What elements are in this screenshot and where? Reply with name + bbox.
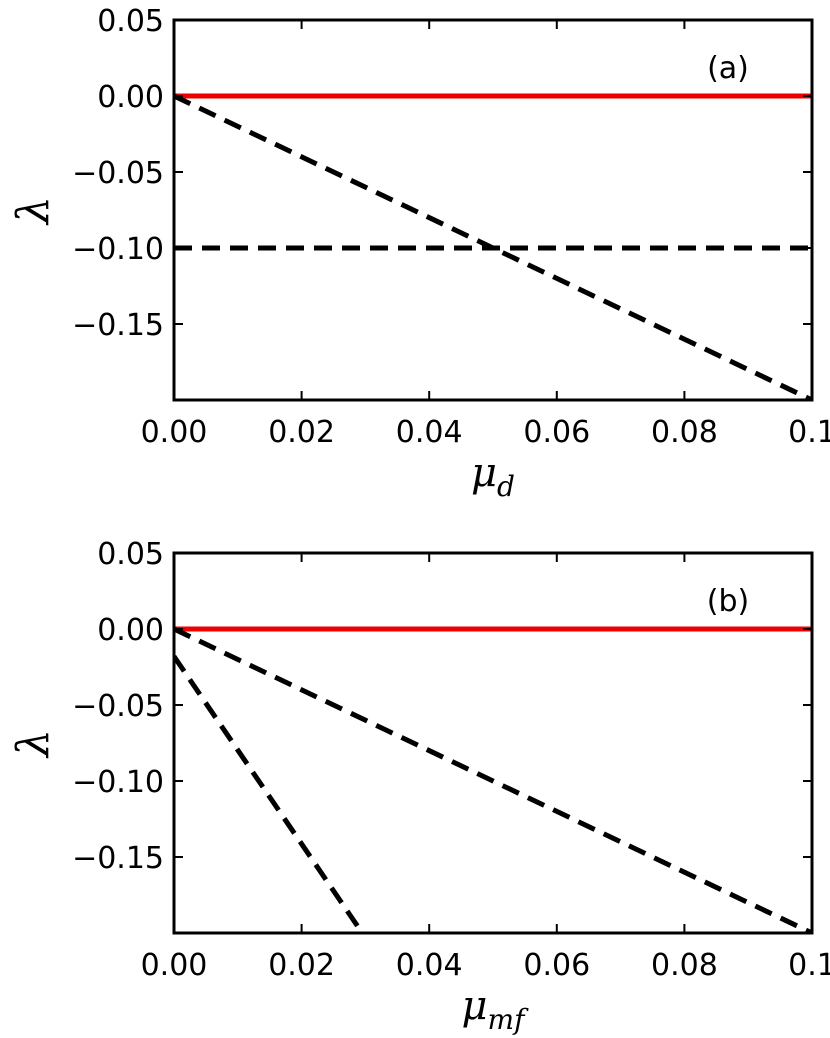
y-tick-label: −0.05	[72, 156, 164, 191]
x-axis-label: μmf	[462, 983, 530, 1036]
x-tick-label: 0.02	[268, 948, 335, 983]
x-axis-label-subscript: d	[497, 470, 515, 503]
y-tick-label: −0.15	[72, 308, 164, 343]
series-line-3	[174, 654, 365, 933]
y-tick-label: −0.05	[72, 689, 164, 724]
x-axis-label-subscript: mf	[488, 1003, 530, 1036]
x-tick-label: 0.04	[396, 415, 463, 450]
x-tick-label: 0.04	[396, 948, 463, 983]
y-tick-label: −0.10	[72, 765, 164, 800]
x-tick-label: 0.06	[523, 415, 590, 450]
y-axis-label: λ	[8, 729, 59, 759]
x-tick-label: 0.1	[788, 415, 830, 450]
panel-label: (a)	[707, 51, 749, 86]
x-tick-label: 0.00	[141, 415, 208, 450]
x-axis-label: μd	[471, 450, 515, 503]
x-tick-label: 0.02	[268, 415, 335, 450]
series-group	[174, 626, 812, 933]
chart-panel-2: 0.00 0.02 0.04 0.06 0.08 0.1 0.05 0.00 −0.05 −0.1…	[8, 537, 830, 1036]
y-tick-label: 0.00	[97, 80, 164, 115]
x-tick-label: 0.1	[788, 948, 830, 983]
y-tick-label: −0.15	[72, 841, 164, 876]
x-tick-label: 0.08	[651, 948, 718, 983]
y-axis-label: λ	[8, 196, 59, 226]
plot-frame	[172, 18, 814, 402]
plot-frame	[172, 551, 814, 935]
y-tick-label: 0.05	[97, 537, 164, 572]
y-tick-label: 0.00	[97, 613, 164, 648]
x-tick-label: 0.00	[141, 948, 208, 983]
series-line-2	[174, 626, 812, 933]
x-tick-label: 0.06	[523, 948, 590, 983]
x-tick-label: 0.08	[651, 415, 718, 450]
series-group	[174, 93, 812, 400]
panel-label: (b)	[707, 584, 749, 619]
y-tick-label: 0.05	[97, 4, 164, 39]
x-axis-label-symbol: μ	[471, 450, 497, 496]
y-tick-label: −0.10	[72, 232, 164, 267]
chart-panel-1: 0.00 0.02 0.04 0.06 0.08 0.1 0.05 0.00 −0.05 −0.1…	[8, 4, 830, 503]
x-axis-label-symbol: μ	[462, 983, 488, 1029]
